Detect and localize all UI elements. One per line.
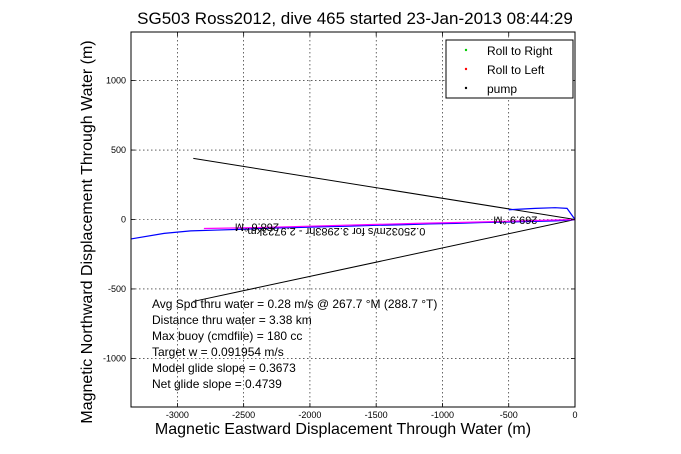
x-tick-label: -3000 — [166, 410, 189, 420]
heading-annotation: 269.9 °M — [493, 214, 537, 226]
stat-line: Avg Spd thru water = 0.28 m/s @ 267.7 °M… — [152, 297, 437, 311]
x-axis-label: Magnetic Eastward Displacement Through W… — [155, 421, 531, 438]
y-tick-label: 500 — [111, 145, 126, 155]
x-tick-label: -1500 — [365, 410, 388, 420]
y-tick-label: -500 — [108, 284, 126, 294]
series-line — [130, 218, 576, 240]
series-line — [203, 218, 576, 230]
series-group — [130, 207, 576, 240]
stats-block: Avg Spd thru water = 0.28 m/s @ 267.7 °M… — [152, 297, 437, 391]
heading-annotation: 0.25032m/s for 3.2983hr - 2.9723km — [247, 225, 425, 237]
annotations: 268.6 °M0.25032m/s for 3.2983hr - 2.9723… — [235, 214, 538, 237]
legend-label: Roll to Right — [487, 44, 553, 58]
x-tick-label: -500 — [500, 410, 518, 420]
legend-marker — [464, 67, 468, 71]
stat-line: Max buoy (cmdfile) = 180 cc — [152, 329, 302, 343]
y-tick-label: 0 — [121, 215, 126, 225]
y-tick-label: -1000 — [103, 353, 126, 363]
chart-title: SG503 Ross2012, dive 465 started 23-Jan-… — [137, 9, 573, 28]
legend-marker — [464, 48, 468, 52]
ticks: -3000 -2500 -2000 -1500 -1000 -500 0 -1000 -500 0… — [103, 32, 578, 420]
x-tick-label: -1000 — [431, 410, 454, 420]
legend: Roll to Right Roll to Left pump — [445, 39, 574, 99]
legend-label: pump — [487, 82, 517, 96]
y-tick-label: 1000 — [106, 76, 126, 86]
heading-fan-line — [193, 157, 576, 220]
x-tick-label: -2500 — [232, 410, 255, 420]
legend-label: Roll to Left — [487, 63, 545, 77]
heading-fan-line — [193, 219, 576, 302]
legend-marker — [464, 86, 468, 90]
y-axis-label: Magnetic Northward Displacement Through … — [79, 40, 96, 423]
stat-line: Model glide slope = 0.3673 — [152, 361, 296, 375]
x-tick-label: 0 — [572, 410, 577, 420]
stat-line: Target w = 0.091954 m/s — [152, 345, 284, 359]
stat-line: Distance thru water = 3.38 km — [152, 313, 312, 327]
series-line — [508, 207, 576, 220]
heading-annotation: 268.6 °M — [235, 221, 279, 233]
stat-line: Net glide slope = 0.4739 — [152, 377, 282, 391]
x-tick-label: -2000 — [298, 410, 321, 420]
